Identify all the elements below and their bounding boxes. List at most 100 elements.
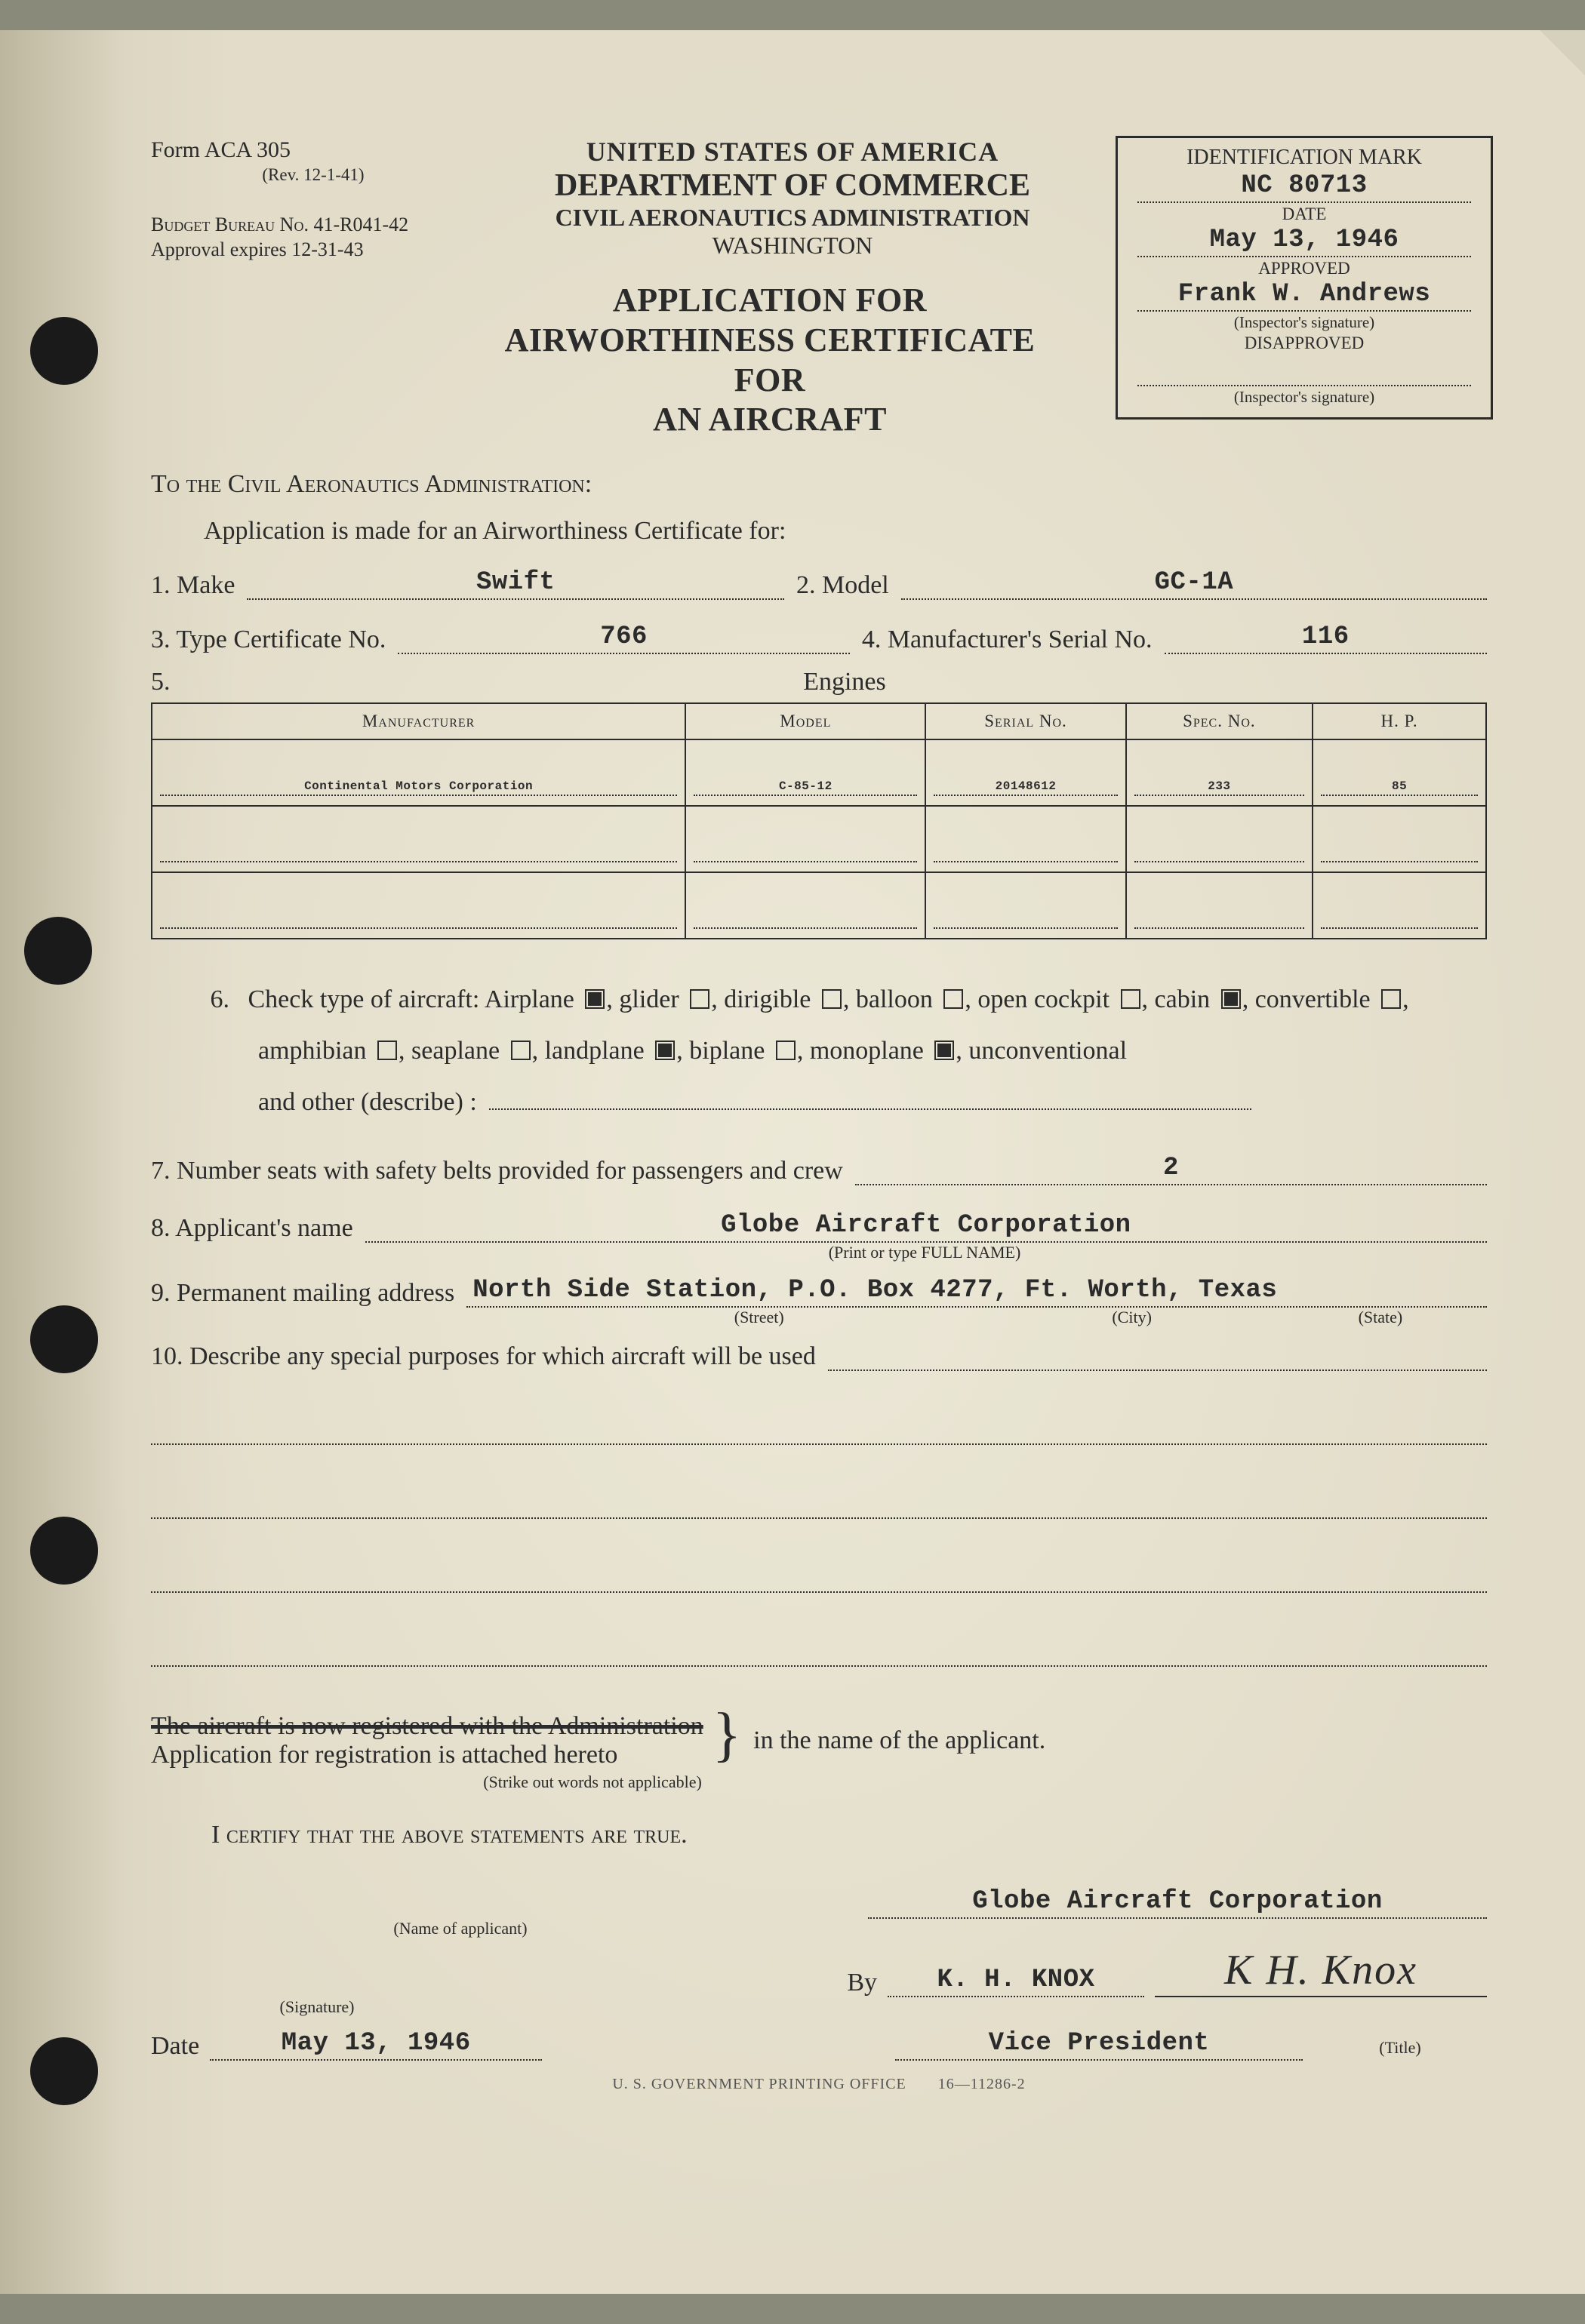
sig-title-field: Vice President: [895, 2027, 1303, 2061]
budget-bureau: Budget Bureau No. 41-R041-42: [151, 213, 476, 238]
engine-cell: [1126, 872, 1313, 939]
application-line: Application is made for an Airworthiness…: [204, 517, 1487, 546]
id-approved-label: APPROVED: [1131, 259, 1477, 278]
q4-field: 116: [1165, 622, 1487, 654]
q6-aircraft-type: 6. Check type of aircraft: Airplane , gl…: [151, 974, 1487, 1128]
brace-icon: }: [711, 1720, 746, 1750]
form-revision: (Rev. 12-1-41): [151, 164, 476, 186]
q10-field-5: [151, 1623, 1487, 1667]
checkbox-open-cockpit[interactable]: [1121, 989, 1140, 1009]
q7-label: 7. Number seats with safety belts provid…: [151, 1157, 843, 1185]
q8-label: 8. Applicant's name: [151, 1214, 353, 1243]
q4-label: 4. Manufacturer's Serial No.: [862, 626, 1153, 654]
form-number: Form ACA 305: [151, 136, 476, 164]
sig-date-value: May 13, 1946: [282, 2029, 471, 2058]
checkbox-monoplane[interactable]: [934, 1041, 954, 1060]
engine-row: [152, 806, 1486, 872]
engine-cell-value: 85: [1392, 779, 1407, 793]
engine-cell-value: Continental Motors Corporation: [304, 779, 533, 793]
sig-applicant-name: Globe Aircraft Corporation: [972, 1887, 1383, 1916]
kept-line: Application for registration is attached…: [151, 1741, 703, 1769]
q1-field: Swift: [247, 568, 784, 600]
sig-applicant-sub-row: (Name of applicant): [151, 1919, 1487, 1938]
q8-value: Globe Aircraft Corporation: [721, 1211, 1131, 1240]
engines-th-hp: H. P.: [1313, 703, 1486, 739]
checkbox-amphibian[interactable]: [377, 1041, 397, 1060]
engine-cell: [152, 806, 685, 872]
q1-value: Swift: [476, 568, 556, 597]
q2-field: GC-1A: [901, 568, 1487, 600]
q10-field-3: [151, 1475, 1487, 1519]
checkbox-cabin[interactable]: [1221, 989, 1241, 1009]
sig-by-cursive: K H. Knox: [1224, 1946, 1417, 1994]
document-title: APPLICATION FOR AIRWORTHINESS CERTIFICAT…: [491, 281, 1049, 440]
registration-strike-block: The aircraft is now registered with the …: [151, 1712, 1487, 1769]
engine-cell-value: C-85-12: [779, 779, 833, 793]
checkbox-convertible[interactable]: [1381, 989, 1401, 1009]
checkbox-glider[interactable]: [690, 989, 709, 1009]
sig-by-row: By K. H. KNOX K H. Knox: [151, 1946, 1487, 1997]
footer: U. S. GOVERNMENT PRINTING OFFICE 16—1128…: [151, 2076, 1487, 2093]
header-admin: CIVIL AERONAUTICS ADMINISTRATION: [491, 204, 1094, 232]
punch-hole: [30, 2037, 98, 2105]
id-date-label: DATE: [1131, 204, 1477, 224]
punch-hole: [24, 917, 92, 985]
id-sig-sub: (Inspector's signature): [1131, 313, 1477, 332]
strike-sub: (Strike out words not applicable): [0, 1772, 1487, 1792]
engine-cell-value: 20148612: [996, 779, 1057, 793]
q6-other-field: [489, 1108, 1251, 1110]
q10-field-1: [828, 1341, 1487, 1371]
q9-sub-city: (City): [989, 1308, 1273, 1327]
q9-subnotes: (Street) (City) (State): [528, 1308, 1487, 1327]
checkbox-airplane[interactable]: [585, 989, 605, 1009]
id-disapproved-label: DISAPPROVED: [1131, 334, 1477, 353]
sig-date-title-row: Date May 13, 1946 Vice President (Title): [151, 2027, 1487, 2061]
q9-sub-state: (State): [1274, 1308, 1487, 1327]
engines-th-spec: Spec. No.: [1126, 703, 1313, 739]
engine-cell: [685, 806, 925, 872]
q5-num: 5.: [151, 668, 190, 696]
checkbox-seaplane[interactable]: [511, 1041, 531, 1060]
q10-field-2: [151, 1401, 1487, 1445]
header-row: Form ACA 305 (Rev. 12-1-41) Budget Burea…: [151, 136, 1487, 440]
id-mark-value: NC 80713: [1241, 171, 1367, 200]
engine-cell-value: 233: [1208, 779, 1230, 793]
sig-date-label: Date: [151, 2032, 199, 2061]
checkbox-landplane[interactable]: [655, 1041, 675, 1060]
row-make-model: 1. Make Swift 2. Model GC-1A: [151, 568, 1487, 600]
row-special-purposes: 10. Describe any special purposes for wh…: [151, 1341, 1487, 1371]
engine-cell: [925, 806, 1125, 872]
engines-th-model: Model: [685, 703, 925, 739]
q7-field: 2: [855, 1154, 1487, 1185]
id-mark-label: IDENTIFICATION MARK: [1131, 146, 1477, 170]
approval-expires: Approval expires 12-31-43: [151, 238, 476, 263]
q9-sub-street: (Street): [528, 1308, 989, 1327]
engine-cell: C-85-12: [685, 739, 925, 806]
checkbox-balloon[interactable]: [943, 989, 963, 1009]
q10-field-4: [151, 1549, 1487, 1593]
q7-value: 2: [1163, 1154, 1179, 1182]
identification-box: IDENTIFICATION MARK NC 80713 DATE May 13…: [1116, 136, 1493, 420]
engines-table: Manufacturer Model Serial No. Spec. No. …: [151, 702, 1487, 939]
checkbox-dirigible[interactable]: [822, 989, 842, 1009]
sig-by-cursive-field: K H. Knox: [1155, 1946, 1487, 1997]
punch-hole: [30, 1305, 98, 1373]
sig-applicant-field: Globe Aircraft Corporation: [868, 1886, 1487, 1919]
sig-by-sub: (Signature): [151, 1997, 483, 2017]
q9-value: North Side Station, P.O. Box 4277, Ft. W…: [472, 1276, 1277, 1305]
id-sig-sub-2: (Inspector's signature): [1131, 388, 1477, 407]
q4-value: 116: [1302, 622, 1350, 651]
by-label: By: [847, 1969, 877, 1997]
engine-row: [152, 872, 1486, 939]
row-engines-title: 5. Engines: [151, 668, 1487, 696]
struck-line: The aircraft is now registered with the …: [151, 1712, 703, 1741]
q8-field: Globe Aircraft Corporation: [365, 1211, 1487, 1243]
engine-cell: [152, 872, 685, 939]
signature-block: Globe Aircraft Corporation (Name of appl…: [151, 1886, 1487, 2061]
engine-cell: [1126, 806, 1313, 872]
sig-title-sub: (Title): [1313, 2038, 1487, 2061]
id-mark-field: NC 80713: [1137, 174, 1471, 203]
sig-title-value: Vice President: [989, 2029, 1210, 2058]
checkbox-biplane[interactable]: [776, 1041, 796, 1060]
id-approved-sig: Frank W. Andrews: [1178, 280, 1430, 309]
